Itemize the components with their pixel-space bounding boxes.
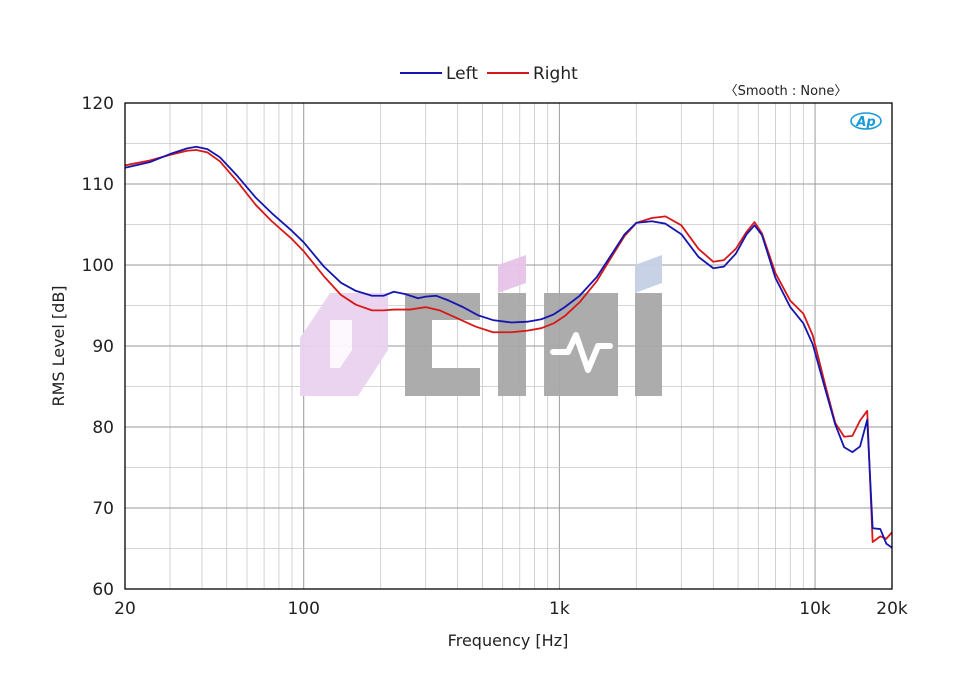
- legend-label-left: Left: [446, 64, 478, 84]
- smoothing-annotation: 〈Smooth : None〉: [725, 84, 848, 99]
- series-line-right: [124, 149, 893, 543]
- series-layer: [124, 145, 893, 549]
- y-tick-label: 80: [92, 418, 114, 438]
- series-line-left: [124, 145, 893, 549]
- y-tick-label: 100: [82, 256, 114, 276]
- watermark: cifi: [300, 255, 662, 396]
- x-tick-label: 20k: [876, 599, 908, 619]
- y-axis-title: RMS Level [dB]: [49, 285, 68, 406]
- x-tick-label: 1k: [549, 599, 570, 619]
- legend-label-right: Right: [533, 64, 578, 84]
- x-tick-label: 10k: [799, 599, 831, 619]
- y-tick-label: 70: [92, 499, 114, 519]
- x-axis-title: Frequency [Hz]: [448, 631, 569, 650]
- y-tick-label: 120: [82, 94, 114, 114]
- ap-logo: Ap: [850, 112, 882, 130]
- x-tick-label: 100: [287, 599, 319, 619]
- tick-labels: 20 100 1k 10k 20k 60 70 80 90 100 110 120: [82, 94, 908, 619]
- y-tick-label: 110: [82, 175, 114, 195]
- legend: Left Right: [400, 64, 578, 84]
- ap-logo-text: Ap: [855, 115, 875, 130]
- plot-frame: [124, 102, 893, 590]
- y-tick-label: 60: [92, 580, 114, 600]
- y-tick-label: 90: [92, 337, 114, 357]
- x-tick-label: 20: [114, 599, 136, 619]
